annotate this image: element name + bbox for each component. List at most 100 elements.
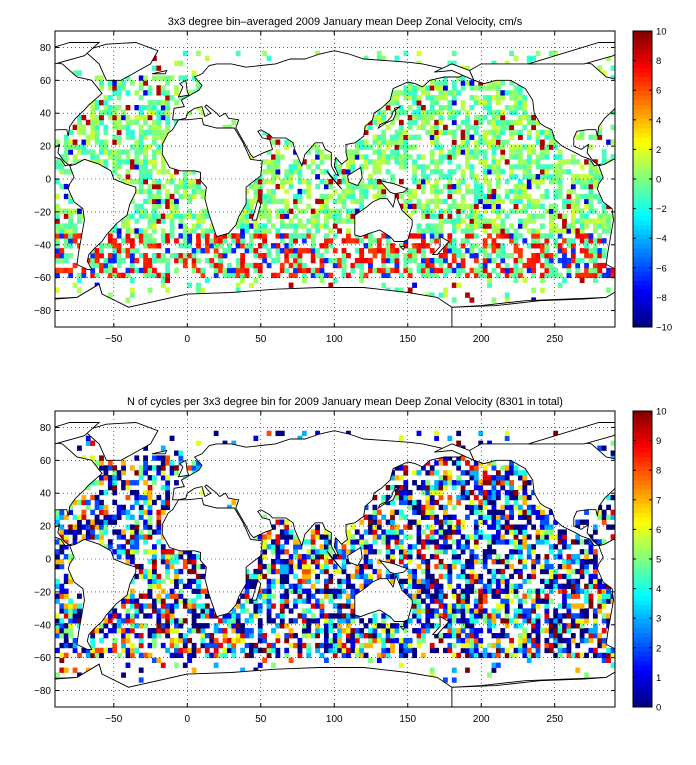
data-cell <box>421 633 426 638</box>
data-cell <box>483 105 488 110</box>
data-cell <box>522 169 527 174</box>
data-cell <box>434 544 439 549</box>
data-cell <box>258 268 263 273</box>
data-cell <box>170 628 175 633</box>
data-cell <box>267 248 272 253</box>
data-cell <box>328 623 333 628</box>
data-cell <box>580 184 585 189</box>
data-cell <box>483 648 488 653</box>
data-cell <box>170 589 175 594</box>
data-cell <box>121 534 126 539</box>
colorbar-segment <box>633 68 652 73</box>
data-cell <box>346 218 351 223</box>
data-cell <box>183 643 188 648</box>
data-cell <box>447 648 452 653</box>
data-cell <box>130 603 135 608</box>
data-cell <box>522 529 527 534</box>
data-cell <box>178 633 183 638</box>
data-cell <box>86 120 91 125</box>
data-cell <box>333 189 338 194</box>
data-cell <box>77 70 82 75</box>
data-cell <box>558 273 563 278</box>
data-cell <box>447 243 452 248</box>
data-cell <box>447 209 452 214</box>
data-cell <box>443 80 448 85</box>
data-cell <box>518 554 523 559</box>
data-cell <box>514 110 519 115</box>
data-cell <box>165 480 170 485</box>
data-cell <box>165 75 170 80</box>
data-cell <box>580 633 585 638</box>
data-cell <box>531 233 536 238</box>
data-cell <box>86 653 91 658</box>
data-cell <box>474 273 479 278</box>
data-cell <box>298 589 303 594</box>
data-cell <box>452 90 457 95</box>
data-cell <box>253 268 258 273</box>
data-cell <box>73 238 78 243</box>
data-cell <box>439 633 444 638</box>
data-cell <box>165 628 170 633</box>
data-cell <box>492 633 497 638</box>
data-cell <box>474 544 479 549</box>
data-cell <box>139 623 144 628</box>
data-cell <box>306 549 311 554</box>
data-cell <box>456 189 461 194</box>
data-cell <box>174 184 179 189</box>
data-cell <box>514 149 519 154</box>
data-cell <box>306 574 311 579</box>
data-cell <box>73 140 78 145</box>
data-cell <box>134 268 139 273</box>
data-cell <box>580 618 585 623</box>
data-cell <box>474 194 479 199</box>
data-cell <box>562 648 567 653</box>
data-cell <box>465 505 470 510</box>
data-cell <box>500 199 505 204</box>
data-cell <box>324 258 329 263</box>
data-cell <box>465 125 470 130</box>
data-cell <box>558 194 563 199</box>
data-cell <box>461 209 466 214</box>
data-cell <box>575 579 580 584</box>
data-cell <box>500 515 505 520</box>
data-cell <box>59 510 64 515</box>
data-cell <box>417 579 422 584</box>
data-cell <box>126 179 131 184</box>
data-cell <box>509 529 514 534</box>
data-cell <box>289 584 294 589</box>
data-cell <box>333 603 338 608</box>
data-cell <box>315 564 320 569</box>
data-cell <box>606 589 611 594</box>
data-cell <box>469 253 474 258</box>
data-cell <box>452 505 457 510</box>
data-cell <box>395 475 400 480</box>
data-cell <box>580 520 585 525</box>
data-cell <box>152 608 157 613</box>
data-cell <box>293 248 298 253</box>
data-cell <box>59 668 64 673</box>
data-cell <box>174 268 179 273</box>
data-cell <box>483 515 488 520</box>
data-cell <box>483 475 488 480</box>
data-cell <box>434 258 439 263</box>
data-cell <box>227 263 232 268</box>
data-cell <box>575 273 580 278</box>
data-cell <box>148 169 153 174</box>
data-cell <box>253 189 258 194</box>
data-cell <box>328 574 333 579</box>
data-cell <box>346 603 351 608</box>
data-cell <box>245 628 250 633</box>
data-cell <box>284 258 289 263</box>
data-cell <box>549 51 554 56</box>
data-cell <box>492 569 497 574</box>
data-cell <box>121 618 126 623</box>
data-cell <box>483 653 488 658</box>
data-cell <box>522 653 527 658</box>
data-cell <box>403 154 408 159</box>
data-cell <box>580 613 585 618</box>
data-cell <box>108 480 113 485</box>
data-cell <box>390 135 395 140</box>
data-cell <box>549 273 554 278</box>
data-cell <box>139 238 144 243</box>
data-cell <box>320 628 325 633</box>
